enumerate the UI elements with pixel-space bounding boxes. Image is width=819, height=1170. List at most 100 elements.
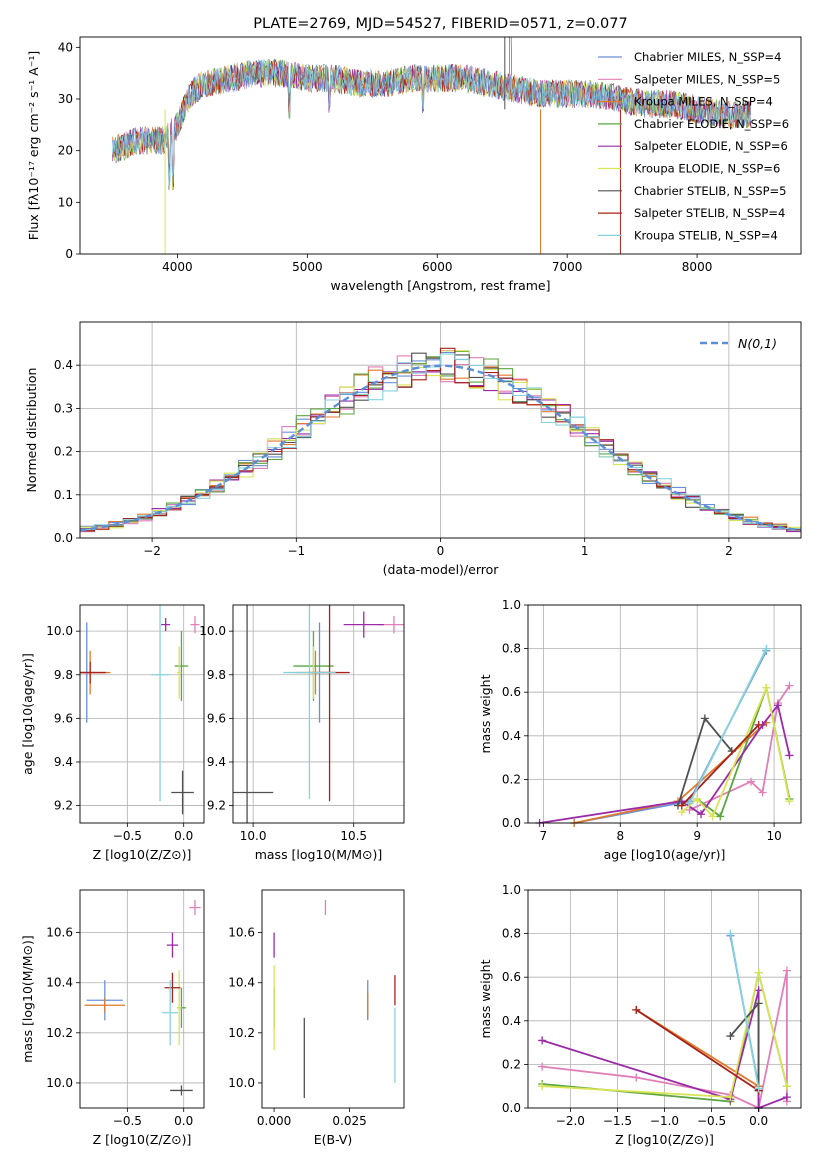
weight-marker [538,1036,547,1045]
y-tick-label: 9.4 [207,755,226,769]
weight-marker [754,999,763,1008]
panel-mass_vs_Z: −0.5 0.0 10.0 10.2 10.4 10.6 Z [log10(Z/Z⊙)] ma… [20,889,205,1147]
x-tick-label: 0 [437,544,445,558]
x-tick-label: 2 [725,544,733,558]
axes-frame [79,889,205,1109]
spectrum-line-kroupa-stelib [112,59,752,186]
legend-entry: Kroupa STELIB, N_SSP=4 [634,228,778,242]
y-tick-label: 9.6 [54,711,73,725]
weight-marker [785,797,794,806]
weight-line-salpeter-miles [541,970,788,1108]
y-axis-label: age [log10(age/yr)] [20,653,35,775]
weight-marker [726,929,735,938]
y-tick-label: 10.6 [228,926,255,940]
y-tick-label: 0.4 [502,1014,521,1028]
y-tick-label: 0.2 [502,772,521,786]
y-tick-label: 0.8 [502,642,521,656]
x-axis-label: (data-model)/error [383,562,500,577]
weight-line-salpeter-stelib [635,1009,760,1092]
y-tick-label: 0.1 [54,488,73,502]
weight-marker [758,788,767,797]
chart-title: PLATE=2769, MJD=54527, FIBERID=0571, z=0… [253,16,627,32]
axes-frame [527,604,802,824]
y-tick-label: 1.0 [502,598,521,612]
weight-marker [726,1032,735,1041]
weight-marker [754,720,763,729]
weight-marker [782,1093,791,1102]
weight-marker [726,1093,735,1102]
x-tick-label: 7000 [552,260,583,274]
legend-entry: Chabrier MILES, N_SSP=4 [634,50,781,64]
y-tick-label: 9.4 [54,755,73,769]
y-tick-label: 0.8 [502,927,521,941]
y-tick-label: 10.0 [46,1076,73,1090]
x-axis-label: age [log10(age/yr)] [604,847,726,862]
x-tick-label: 1 [581,544,589,558]
x-tick-label: −1.0 [650,1114,679,1128]
legend-entry: Chabrier STELIB, N_SSP=5 [634,184,786,198]
x-tick-label: 10 [766,829,781,843]
y-tick-label: 9.8 [207,668,226,682]
weight-marker [782,1082,791,1091]
y-tick-label: 10.2 [228,1026,255,1040]
panel-weight_vs_age: 7 8 9 10 0.0 0.2 0.4 0.6 0.8 1.0 age [log10(age/yr… [478,598,802,862]
y-tick-label: 0.2 [502,1057,521,1071]
weight-marker [785,681,794,690]
x-tick-label: −1 [287,544,305,558]
weight-line-kroupa-elodie [681,684,791,819]
x-tick-label: −1.5 [603,1114,632,1128]
axes-frame [232,604,405,824]
x-tick-label: 9 [693,829,701,843]
weight-marker [754,986,763,995]
y-tick-label: 20 [58,144,73,158]
weight-marker [693,795,702,804]
x-tick-label: −0.5 [697,1114,726,1128]
x-axis-label: mass [log10(M/M⊙)] [255,847,383,862]
x-axis-label: Z [log10(Z/Z⊙)] [93,1132,192,1147]
y-tick-label: 10 [58,195,73,209]
x-tick-label: 8 [616,829,624,843]
weight-marker [782,966,791,975]
weight-line-kroupa-stelib [729,933,760,1089]
y-tick-label: 0.4 [502,729,521,743]
x-tick-label: 7 [540,829,548,843]
y-tick-label: 1.0 [502,883,521,897]
legend-entry: Salpeter STELIB, N_SSP=4 [634,206,785,220]
y-tick-label: 10.4 [46,976,73,990]
weight-marker [538,1082,547,1091]
axes-frame [79,604,205,824]
y-tick-label: 9.6 [207,711,226,725]
y-tick-label: 0.4 [54,358,73,372]
y-tick-label: 0.6 [502,685,521,699]
x-tick-label: 10.0 [240,829,267,843]
y-tick-label: 0 [65,247,73,261]
x-tick-label: 5000 [292,260,323,274]
x-tick-label: 6000 [422,260,453,274]
weight-marker [762,644,771,653]
weight-marker [785,751,794,760]
legend-entry: Salpeter ELODIE, N_SSP=6 [634,139,788,153]
y-tick-label: 9.2 [207,799,226,813]
weight-marker [773,701,782,710]
y-tick-label: 0.0 [502,1101,521,1115]
weight-marker [538,1062,547,1071]
y-tick-label: 0.0 [54,531,73,545]
x-tick-label: 10.5 [340,829,367,843]
panel-spectrum: 4000 5000 6000 7000 8000 0 10 20 30 40 wavelength … [26,36,802,293]
y-tick-label: 10.2 [46,1026,73,1040]
normal-curve [79,364,802,532]
x-axis-label: wavelength [Angstrom, rest frame] [330,278,550,293]
weight-marker [754,1084,763,1093]
y-tick-label: 10.6 [46,926,73,940]
weight-marker [697,810,706,819]
x-tick-label: 8000 [682,260,713,274]
x-tick-label: 0.025 [332,1114,366,1128]
x-axis-label: E(B-V) [314,1132,353,1147]
y-tick-label: 0.0 [502,816,521,830]
x-axis-label: Z [log10(Z/Z⊙)] [93,847,192,862]
x-tick-label: −2 [143,544,161,558]
axes-frame [79,36,802,255]
legend-entry: Salpeter MILES, N_SSP=5 [634,72,780,86]
panel-age_vs_Z: −0.5 0.0 9.2 9.4 9.6 9.8 10.0 Z [log10(Z/Z⊙)] ag… [20,604,205,862]
weight-marker [677,801,686,810]
